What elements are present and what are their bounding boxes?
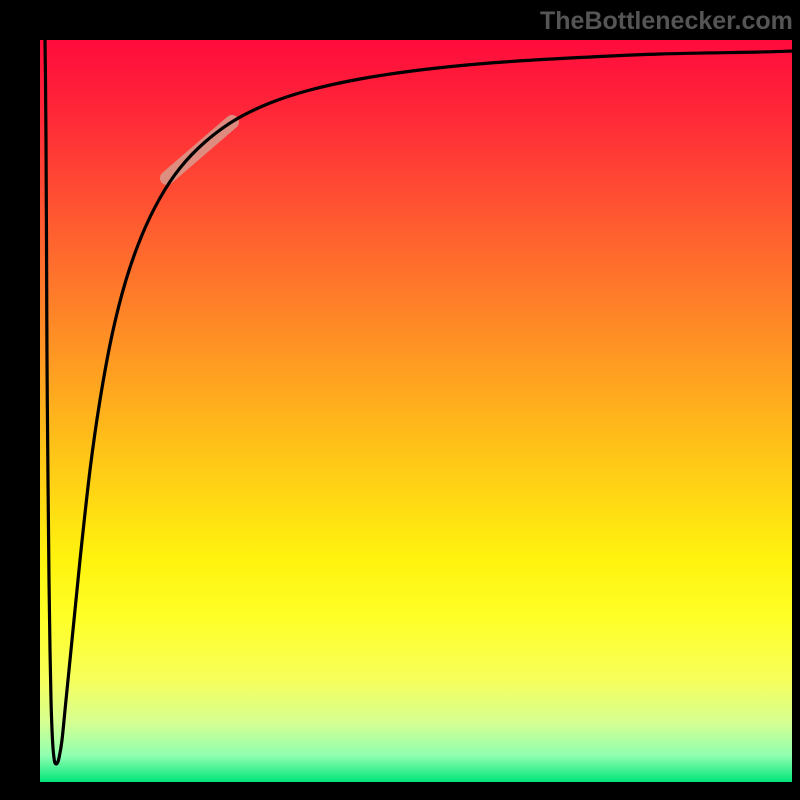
chart-container: TheBottlenecker.com [0,0,800,800]
bottleneck-curve [45,40,792,764]
curve-layer [0,0,800,800]
attribution-label: TheBottlenecker.com [540,7,793,36]
